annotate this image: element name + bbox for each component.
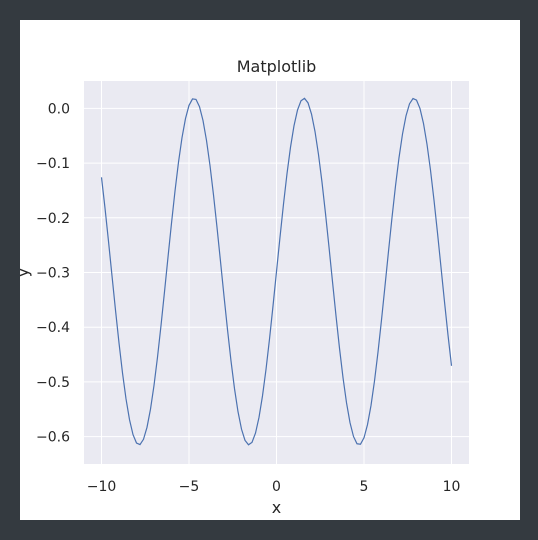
x-tick-label: −10 [87, 479, 117, 495]
x-tick-label: 10 [443, 479, 461, 495]
y-tick-label: −0.4 [36, 320, 70, 336]
x-tick-label: 0 [272, 479, 281, 495]
y-tick-label: −0.6 [36, 430, 70, 446]
series-line [100, 97, 453, 446]
chart-title: Matplotlib [237, 57, 317, 76]
tick-labels: −10 −5 0 5 10 0.0 −0.1 −0.2 −0.3 −0.4 −0.5 −0.6 [36, 101, 460, 495]
y-tick-label: −0.3 [36, 266, 70, 282]
x-tick-label: −5 [179, 479, 200, 495]
y-axis-label: y [20, 268, 32, 277]
y-tick-label: −0.5 [36, 375, 70, 391]
y-tick-label: −0.2 [36, 211, 70, 227]
x-tick-label: 5 [360, 479, 369, 495]
figure: −10 −5 0 5 10 0.0 −0.1 −0.2 −0.3 −0.4 −0.5 −0.6 Mat… [20, 20, 520, 520]
x-axis-label: x [272, 498, 281, 517]
y-tick-label: −0.1 [36, 156, 70, 172]
y-tick-label: 0.0 [48, 101, 70, 117]
line-chart: −10 −5 0 5 10 0.0 −0.1 −0.2 −0.3 −0.4 −0.5 −0.6 Mat… [20, 57, 469, 517]
